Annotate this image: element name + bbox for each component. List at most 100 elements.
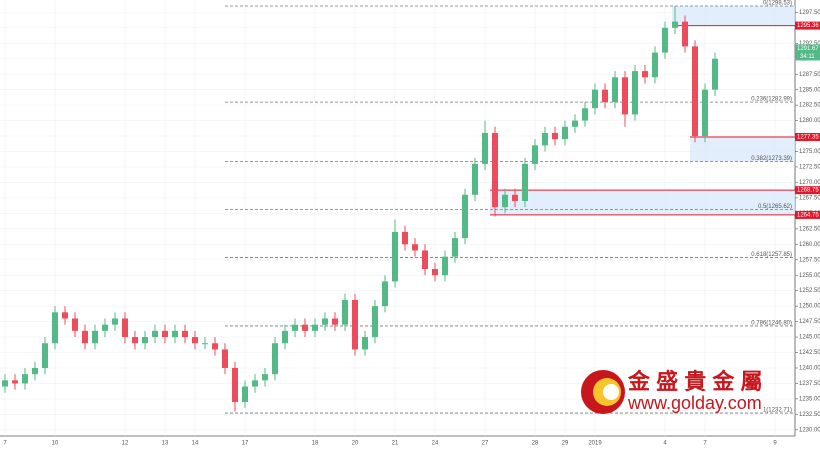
candle-body — [22, 374, 28, 384]
candle-body — [432, 269, 438, 276]
candle-body — [652, 52, 658, 78]
candle-body — [2, 380, 8, 387]
candle-body — [622, 77, 628, 115]
candle-body — [112, 318, 118, 325]
y-tick-label: 1247.50 — [799, 319, 820, 325]
candle-body — [522, 163, 528, 201]
y-tick-label: 1270.00 — [799, 180, 820, 186]
candle-body — [702, 89, 708, 137]
candle-body — [12, 380, 18, 384]
candle-body — [172, 330, 178, 338]
price-tag — [795, 21, 820, 30]
candle-body — [312, 324, 318, 331]
y-tick-label: 1232.50 — [799, 412, 820, 418]
candle-body — [272, 343, 278, 375]
candle-body — [212, 343, 218, 350]
candle-body — [672, 21, 678, 28]
x-tick-label: 10 — [52, 441, 59, 447]
y-tick-label: 1292.50 — [799, 41, 820, 47]
candle-body — [132, 337, 138, 344]
x-tick-label: 2019 — [588, 441, 602, 447]
price-tag-label: 1295.36 — [797, 23, 819, 29]
last-price-tag — [795, 44, 820, 61]
y-tick-label: 1240.00 — [799, 366, 820, 372]
price-tag-label: 1264.75 — [797, 212, 819, 218]
candle-body — [512, 194, 518, 201]
y-tick-label: 1235.00 — [799, 396, 820, 402]
x-tick-label: 7 — [703, 441, 707, 447]
candle-body — [602, 89, 608, 103]
candle-body — [242, 386, 248, 402]
candle-body — [552, 132, 558, 140]
candle-body — [712, 58, 718, 90]
candle-body — [182, 330, 188, 338]
y-tick-label: 1252.50 — [799, 288, 820, 294]
y-tick-label: 1285.00 — [799, 87, 820, 93]
zone — [490, 190, 795, 215]
candle-body — [542, 132, 548, 146]
candle-body — [262, 374, 268, 381]
candle-body — [482, 132, 488, 164]
candle-body — [412, 244, 418, 251]
candle-body — [562, 126, 568, 140]
candle-body — [382, 281, 388, 307]
y-tick-label: 1257.50 — [799, 257, 820, 263]
candle-body — [152, 330, 158, 338]
price-tag-label: 1268.75 — [797, 188, 819, 194]
candle-body — [662, 27, 668, 53]
fib-label: 0(1298.53) — [763, 1, 792, 7]
x-tick-label: 4 — [663, 441, 667, 447]
candle-body — [92, 330, 98, 344]
y-tick-label: 1275.00 — [799, 149, 820, 155]
y-tick-label: 1287.50 — [799, 72, 820, 78]
candle-body — [332, 318, 338, 325]
candle-body — [302, 324, 308, 331]
x-tick-label: 13 — [162, 441, 169, 447]
candle-body — [502, 194, 508, 208]
candle-body — [492, 132, 498, 208]
candle-body — [582, 108, 588, 121]
logo — [603, 384, 619, 400]
y-tick-label: 1230.00 — [799, 427, 820, 433]
candle-body — [292, 324, 298, 331]
candle-body — [62, 312, 68, 319]
fib-label: 0.382(1273.39) — [751, 156, 792, 162]
candle-body — [282, 330, 288, 344]
candle-body — [572, 120, 578, 127]
price-tag — [795, 186, 820, 195]
fib-label: 0.236(1282.99) — [751, 97, 792, 103]
x-tick-label: 7 — [3, 441, 7, 447]
candle-body — [162, 330, 168, 338]
x-tick-label: 28 — [532, 441, 539, 447]
price-tag-label: 1277.35 — [797, 135, 819, 141]
candle-body — [352, 299, 358, 350]
x-tick-label: 12 — [122, 441, 129, 447]
candle-body — [682, 21, 688, 47]
y-tick-label: 1280.00 — [799, 118, 820, 124]
candle-body — [202, 343, 208, 345]
y-tick-label: 1282.50 — [799, 103, 820, 109]
candle-body — [102, 324, 108, 331]
fib-label: 1(1232.71) — [763, 408, 792, 414]
watermark-name: 金 盛 貴 金 屬 — [627, 369, 762, 394]
candle-body — [222, 349, 228, 368]
candle-body — [692, 46, 698, 137]
y-tick-label: 1272.50 — [799, 165, 820, 171]
zone — [672, 5, 795, 26]
y-tick-label: 1255.00 — [799, 273, 820, 279]
candle-body — [52, 312, 58, 344]
zone — [690, 136, 795, 162]
x-tick-label: 21 — [392, 441, 399, 447]
y-tick-label: 1237.50 — [799, 381, 820, 387]
candle-body — [612, 77, 618, 103]
x-tick-label: 17 — [242, 441, 249, 447]
fib-label: 0.786(1246.80) — [751, 320, 792, 326]
candle-body — [422, 250, 428, 270]
fib-label: 0.5(1265.62) — [758, 204, 792, 210]
x-tick-label: 14 — [192, 441, 199, 447]
candle-body — [82, 330, 88, 344]
candle-body — [32, 367, 38, 375]
candle-body — [442, 256, 448, 276]
watermark-url: www.golday.com — [627, 393, 762, 413]
